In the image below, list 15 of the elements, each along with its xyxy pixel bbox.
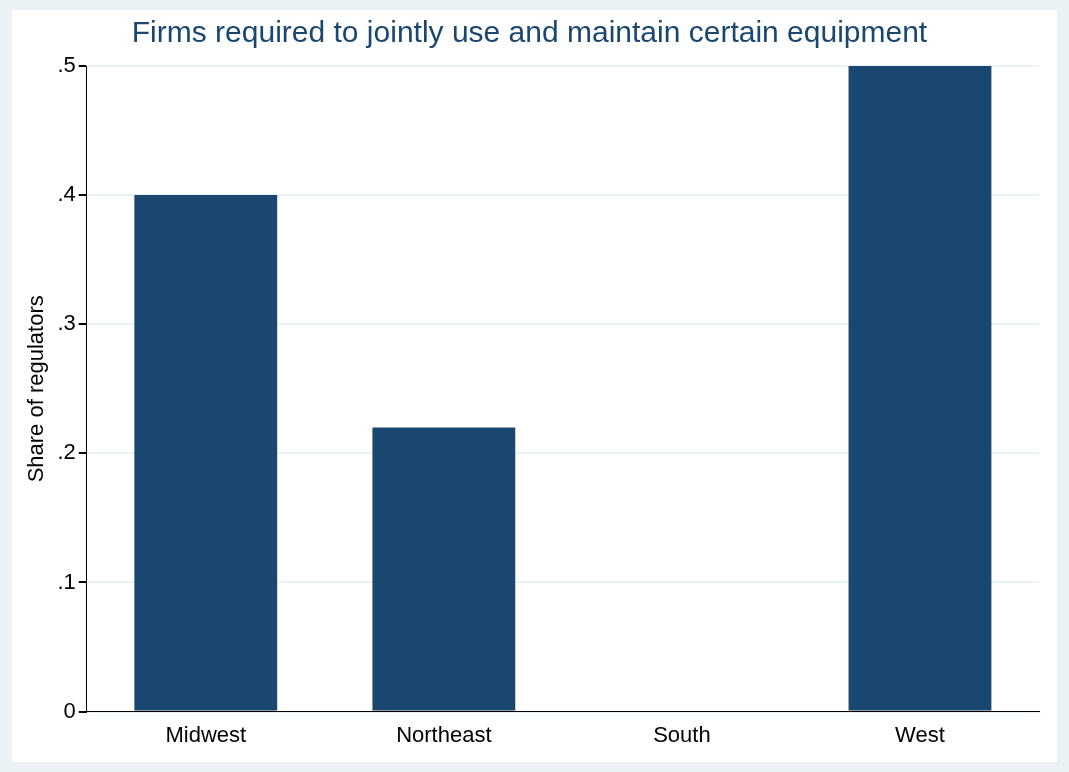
y-tick-label: .3 [57, 310, 76, 336]
bar [134, 195, 278, 711]
y-tick-label: .1 [57, 568, 76, 594]
y-tick-label: .2 [57, 439, 76, 465]
y-tick-label: .4 [57, 181, 76, 207]
x-tick-label: Northeast [396, 721, 492, 747]
y-axis-title: Share of regulators [23, 295, 49, 483]
x-tick-label: Midwest [165, 721, 247, 747]
chart-title: Firms required to jointly use and maintain certain equipment [131, 15, 928, 49]
x-tick-label: West [895, 721, 945, 747]
y-tick-label: 0 [63, 697, 76, 723]
bar [848, 66, 992, 711]
y-tick-label: .5 [57, 52, 76, 78]
bar [372, 427, 516, 711]
x-tick-label: South [653, 721, 711, 747]
